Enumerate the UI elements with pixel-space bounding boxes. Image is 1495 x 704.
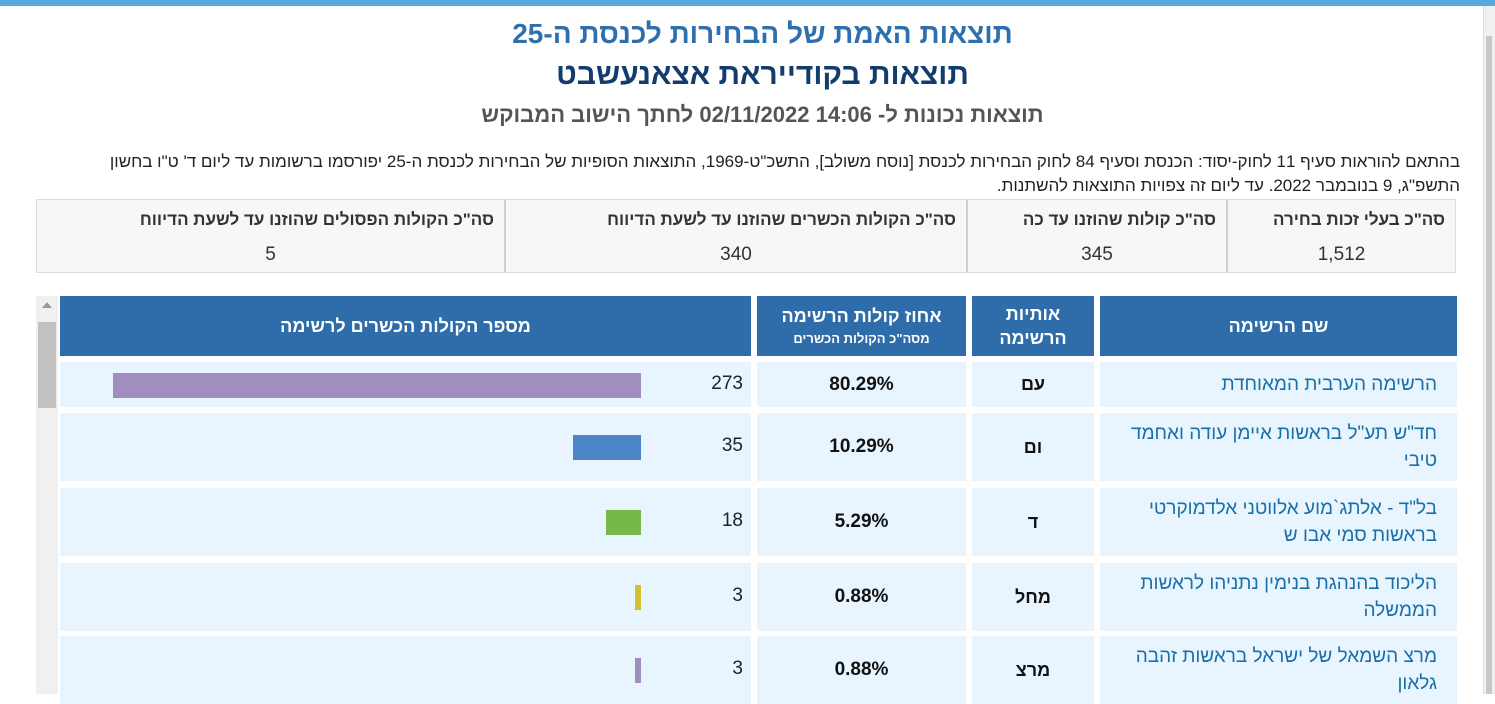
summary-invalid-votes: סה"כ הקולות הפסולים שהוזנו עד לשעת הדיוו… xyxy=(37,200,504,272)
row-letters-cell: מחל xyxy=(972,563,1094,631)
row-name-cell: מרצ השמאל של ישראל בראשות זהבה גלאון xyxy=(1100,636,1457,704)
vote-bar xyxy=(113,372,641,398)
summary-value: 1,512 xyxy=(1317,244,1366,265)
party-votes: 3 xyxy=(732,658,743,679)
party-letters: ד xyxy=(1027,511,1039,532)
party-letters: ום xyxy=(1023,436,1043,457)
party-votes: 3 xyxy=(732,585,743,606)
row-votes-cell: 273 xyxy=(60,362,751,407)
timestamp-line: תוצאות נכונות ל- 14:06 02/11/2022 לחתך ה… xyxy=(481,102,1044,127)
row-letters-cell: עם xyxy=(972,362,1094,407)
row-percent-cell: 0.88% xyxy=(757,563,966,631)
row-letters-cell: מרצ xyxy=(972,636,1094,704)
vote-bar xyxy=(635,585,641,610)
header-votes: מספר הקולות הכשרים לרשימה xyxy=(60,296,751,356)
summary-box: סה"כ בעלי זכות בחירה 1,512 סה"כ קולות שהו… xyxy=(36,199,1456,273)
row-percent-cell: 80.29% xyxy=(757,362,966,407)
vote-bar xyxy=(635,658,641,683)
page-scrollbar[interactable] xyxy=(1483,6,1495,694)
party-percent: 0.88% xyxy=(834,659,889,680)
row-name-cell: הרשימה הערבית המאוחדת xyxy=(1100,362,1457,407)
row-name-cell: חד"ש תע"ל בראשות איימן עודה ואחמד טיבי xyxy=(1100,413,1457,481)
header-name: שם הרשימה xyxy=(1100,296,1457,356)
party-name-link[interactable]: הליכוד בהנהגת בנימין נתניהו לראשות הממשל… xyxy=(1140,573,1437,621)
scroll-up-arrow-icon[interactable] xyxy=(42,302,52,308)
party-votes: 35 xyxy=(721,435,743,456)
summary-eligible: סה"כ בעלי זכות בחירה 1,512 xyxy=(1226,200,1455,272)
summary-label: סה"כ הקולות הכשרים שהוזנו עד לשעת הדיווח xyxy=(607,210,956,229)
party-percent: 0.88% xyxy=(834,586,889,607)
party-name-link[interactable]: בל"ד - אלתג`מוע אלווטני אלדמוקרטי בראשות… xyxy=(1148,498,1437,546)
party-letters: עם xyxy=(1020,374,1046,394)
row-letters-cell: ום xyxy=(972,413,1094,481)
legal-note: בהתאם להוראות סעיף 11 לחוק-יסוד: הכנסת ו… xyxy=(109,152,1460,195)
header-percent-label: אחוז קולות הרשימה xyxy=(781,306,942,326)
vote-bar xyxy=(573,435,641,460)
vote-bar xyxy=(606,510,641,535)
summary-label: סה"כ הקולות הפסולים שהוזנו עד לשעת הדיוו… xyxy=(139,210,494,229)
row-votes-cell: 35 xyxy=(60,413,751,481)
party-votes: 273 xyxy=(711,372,743,394)
page-title: תוצאות האמת של הבחירות לכנסת ה-25 xyxy=(512,18,1013,49)
party-letters: מחל xyxy=(1015,586,1051,607)
summary-value: 340 xyxy=(720,244,752,265)
party-letters: מרצ xyxy=(1015,659,1051,680)
row-letters-cell: ד xyxy=(972,488,1094,556)
row-votes-cell: 3 xyxy=(60,563,751,631)
row-percent-cell: 5.29% xyxy=(757,488,966,556)
summary-label: סה"כ קולות שהוזנו עד כה xyxy=(1022,210,1216,229)
party-votes: 18 xyxy=(721,510,743,531)
header-letters: אותיות הרשימה xyxy=(972,296,1094,356)
summary-total-votes: סה"כ קולות שהוזנו עד כה 345 xyxy=(966,200,1226,272)
locality-title: תוצאות בקודייראת אצאנעשבט xyxy=(556,58,969,91)
party-name-link[interactable]: חד"ש תע"ל בראשות איימן עודה ואחמד טיבי xyxy=(1130,423,1437,471)
party-percent: 10.29% xyxy=(829,436,894,457)
row-votes-cell: 18 xyxy=(60,488,751,556)
party-name-link[interactable]: הרשימה הערבית המאוחדת xyxy=(1221,374,1437,395)
row-percent-cell: 0.88% xyxy=(757,636,966,704)
scroll-thumb[interactable] xyxy=(38,322,56,408)
row-votes-cell: 3 xyxy=(60,636,751,704)
summary-valid-votes: סה"כ הקולות הכשרים שהוזנו עד לשעת הדיווח… xyxy=(504,200,966,272)
header-percent: אחוז קולות הרשימה מסה"כ הקולות הכשרים xyxy=(757,296,966,356)
party-percent: 5.29% xyxy=(834,511,889,532)
row-name-cell: בל"ד - אלתג`מוע אלווטני אלדמוקרטי בראשות… xyxy=(1100,488,1457,556)
summary-label: סה"כ בעלי זכות בחירה xyxy=(1272,210,1445,229)
party-percent: 80.29% xyxy=(829,373,894,395)
header-percent-sub: מסה"כ הקולות הכשרים xyxy=(793,331,930,346)
table-scrollbar[interactable] xyxy=(36,296,58,694)
summary-value: 345 xyxy=(1081,244,1113,265)
row-name-cell: הליכוד בהנהגת בנימין נתניהו לראשות הממשל… xyxy=(1100,563,1457,631)
summary-value: 5 xyxy=(265,244,276,265)
row-percent-cell: 10.29% xyxy=(757,413,966,481)
party-name-link[interactable]: מרצ השמאל של ישראל בראשות זהבה גלאון xyxy=(1135,646,1437,694)
